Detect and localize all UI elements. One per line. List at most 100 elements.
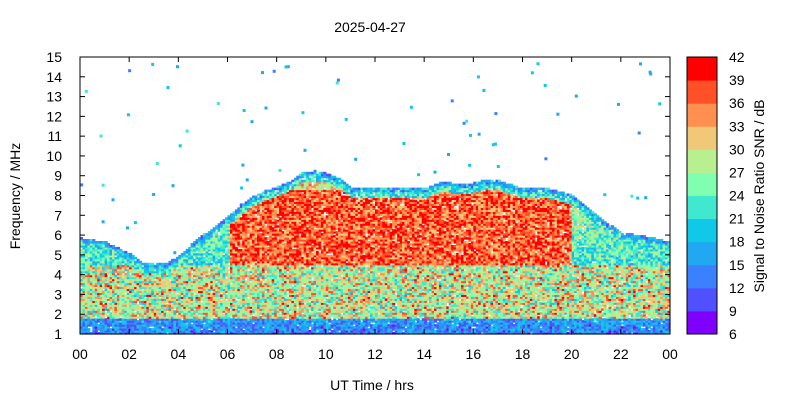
heatmap-cell [220, 231, 224, 234]
heatmap-cell [254, 239, 258, 242]
heatmap-cell [227, 276, 231, 280]
heatmap-cell [151, 298, 155, 301]
heatmap-cell [89, 241, 93, 244]
heatmap-cell [207, 256, 211, 260]
heatmap-cell [185, 306, 189, 309]
heatmap-cell [200, 326, 204, 329]
heatmap-cell [293, 318, 297, 321]
heatmap-cell [230, 274, 234, 278]
heatmap-cell [190, 328, 194, 331]
heatmap-cell [121, 308, 125, 311]
heatmap-cell [175, 286, 179, 290]
heatmap-cell [212, 292, 216, 295]
heatmap-cell [296, 199, 300, 203]
heatmap-cell [126, 308, 130, 311]
heatmap-cell [242, 223, 246, 226]
heatmap-cell [254, 304, 258, 307]
heatmap-cell [80, 256, 84, 260]
heatmap-cell [114, 304, 118, 307]
heatmap-cell [227, 310, 231, 313]
heatmap-cell [116, 256, 120, 260]
heatmap-cell [202, 328, 206, 331]
heatmap-cell [306, 282, 310, 286]
heatmap-cell [291, 203, 295, 206]
heatmap-cell [153, 320, 157, 323]
heatmap-cell [82, 312, 86, 315]
heatmap-cell [212, 274, 216, 278]
heatmap-cell [173, 258, 177, 262]
heatmap-cell [286, 280, 290, 284]
heatmap-cell [171, 300, 175, 303]
heatmap-cell [308, 330, 312, 333]
heatmap-cell [134, 296, 138, 299]
heatmap-cell [301, 266, 305, 270]
heatmap-cell [291, 292, 295, 295]
heatmap-cell [210, 314, 214, 317]
heatmap-cell [237, 213, 241, 216]
heatmap-cell [148, 278, 152, 282]
heatmap-cell [126, 328, 130, 331]
heatmap-cell [200, 280, 204, 284]
heatmap-cell [158, 294, 162, 297]
heatmap-cell [195, 308, 199, 311]
heatmap-cell [80, 302, 84, 305]
heatmap-cell [215, 227, 219, 230]
heatmap-cell [121, 250, 125, 254]
heatmap-cell [166, 316, 170, 319]
heatmap-cell [134, 264, 138, 268]
heatmap-cell [80, 254, 84, 258]
heatmap-cell [134, 276, 138, 280]
heatmap-cell [227, 320, 231, 323]
heatmap-cell [99, 300, 103, 303]
heatmap-cell [311, 318, 315, 321]
heatmap-cell [311, 294, 315, 297]
heatmap-cell [254, 223, 258, 226]
heatmap-cell [215, 241, 219, 244]
heatmap-cell [139, 262, 143, 266]
heatmap-cell [254, 290, 258, 294]
heatmap-cell [276, 308, 280, 311]
heatmap-cell [293, 310, 297, 313]
heatmap-cell [230, 231, 234, 234]
heatmap-cell [291, 300, 295, 303]
heatmap-cell [308, 213, 312, 216]
heatmap-cell [102, 298, 106, 301]
heatmap-cell [306, 288, 310, 292]
heatmap-cell [296, 286, 300, 290]
heatmap-cell [252, 252, 256, 256]
heatmap-cell [274, 322, 278, 325]
heatmap-cell [175, 296, 179, 299]
heatmap-cell [141, 266, 145, 270]
heatmap-cell [220, 290, 224, 294]
heatmap-cell [166, 262, 170, 266]
heatmap-cell [225, 286, 229, 290]
heatmap-cell [239, 256, 243, 260]
heatmap-cell [87, 282, 91, 286]
heatmap-cell [291, 243, 295, 246]
heatmap-cell [215, 235, 219, 238]
heatmap-cell [80, 280, 84, 284]
heatmap-cell [222, 250, 226, 254]
heatmap-cell [225, 302, 229, 305]
heatmap-cell [116, 322, 120, 325]
heatmap-cell [276, 312, 280, 315]
heatmap-cell [112, 276, 116, 280]
heatmap-cell [234, 296, 238, 299]
heatmap-cell [188, 302, 192, 305]
heatmap-cell [298, 276, 302, 280]
heatmap-cell [301, 245, 305, 248]
heatmap-cell [242, 320, 246, 323]
heatmap-cell [281, 316, 285, 319]
heatmap-cell [252, 233, 256, 236]
heatmap-cell [293, 177, 297, 181]
heatmap-cell [306, 272, 310, 276]
heatmap-cell [202, 264, 206, 268]
heatmap-cell [183, 250, 187, 254]
heatmap-cell [296, 243, 300, 246]
heatmap-cell [188, 294, 192, 297]
heatmap-cell [301, 310, 305, 313]
heatmap-cell [289, 209, 293, 212]
heatmap-cell [286, 215, 290, 218]
heatmap-cell [143, 298, 147, 301]
heatmap-cell [99, 280, 103, 284]
